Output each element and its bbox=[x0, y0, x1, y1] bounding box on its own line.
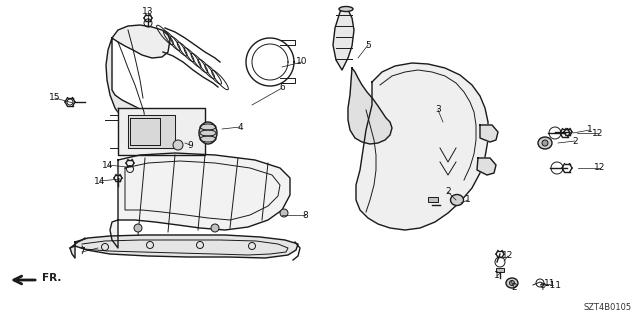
Text: 2: 2 bbox=[511, 283, 517, 292]
Circle shape bbox=[211, 224, 219, 232]
Ellipse shape bbox=[339, 6, 353, 11]
Text: 2: 2 bbox=[445, 188, 451, 197]
Polygon shape bbox=[112, 25, 170, 58]
Text: 11: 11 bbox=[544, 279, 556, 288]
Ellipse shape bbox=[506, 278, 518, 288]
Text: 12: 12 bbox=[502, 251, 514, 261]
Bar bbox=[496, 268, 504, 272]
Text: 1: 1 bbox=[465, 196, 471, 204]
Polygon shape bbox=[333, 8, 354, 70]
Polygon shape bbox=[348, 68, 392, 144]
Text: 1: 1 bbox=[587, 125, 593, 135]
Circle shape bbox=[509, 280, 515, 286]
Circle shape bbox=[542, 140, 548, 146]
Text: 6: 6 bbox=[279, 84, 285, 93]
Text: 8: 8 bbox=[302, 211, 308, 219]
Polygon shape bbox=[128, 115, 175, 148]
Ellipse shape bbox=[199, 122, 217, 144]
Ellipse shape bbox=[538, 137, 552, 149]
Polygon shape bbox=[106, 38, 152, 132]
Text: FR.: FR. bbox=[42, 273, 61, 283]
Circle shape bbox=[173, 140, 183, 150]
Text: SZT4B0105: SZT4B0105 bbox=[584, 303, 632, 312]
Polygon shape bbox=[110, 153, 290, 248]
Text: 12: 12 bbox=[595, 164, 605, 173]
Text: 13: 13 bbox=[142, 6, 154, 16]
Text: φ–11: φ–11 bbox=[540, 280, 562, 290]
Text: 2: 2 bbox=[572, 137, 578, 145]
Ellipse shape bbox=[451, 195, 463, 205]
Bar bbox=[428, 197, 438, 202]
Polygon shape bbox=[356, 63, 488, 230]
Text: 14: 14 bbox=[94, 176, 106, 186]
Text: 3: 3 bbox=[435, 106, 441, 115]
Text: 7: 7 bbox=[79, 248, 85, 256]
Circle shape bbox=[134, 224, 142, 232]
Text: 15: 15 bbox=[49, 93, 61, 102]
Text: 4: 4 bbox=[237, 122, 243, 131]
Polygon shape bbox=[477, 158, 496, 175]
Text: 1: 1 bbox=[494, 271, 500, 280]
Text: 5: 5 bbox=[365, 41, 371, 49]
Circle shape bbox=[280, 209, 288, 217]
Polygon shape bbox=[480, 125, 498, 142]
Text: 12: 12 bbox=[592, 129, 604, 137]
Polygon shape bbox=[118, 108, 205, 155]
Text: 9: 9 bbox=[187, 140, 193, 150]
Text: 14: 14 bbox=[102, 160, 114, 169]
Text: 10: 10 bbox=[296, 57, 308, 66]
Polygon shape bbox=[70, 235, 298, 258]
